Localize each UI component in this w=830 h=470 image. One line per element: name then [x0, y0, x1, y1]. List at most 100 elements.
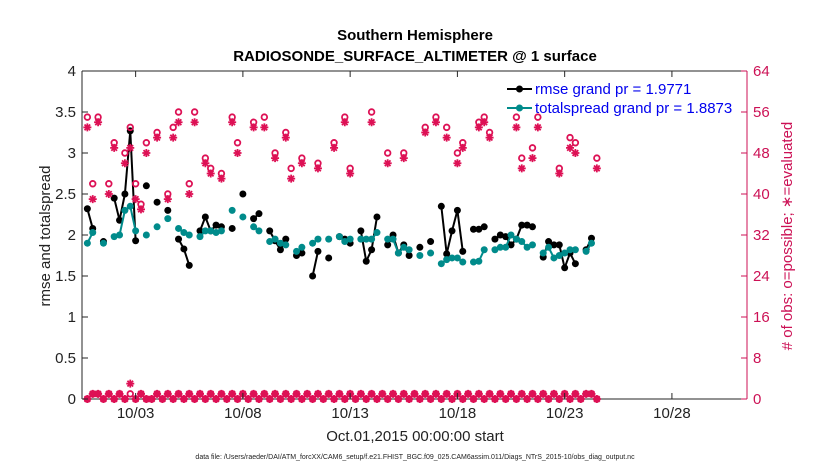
rmse-point [502, 233, 510, 241]
obs-possible-point [566, 133, 574, 142]
obs-evaluated-point [206, 169, 215, 178]
obs-evaluated-zero-row--point [292, 389, 301, 398]
obs-evaluated-zero-row--point [212, 395, 221, 403]
totalspread-point [496, 243, 504, 251]
obs-possible-point [131, 180, 140, 188]
obs-evaluated-zero-row--point [576, 395, 585, 403]
rmse-point [212, 221, 220, 229]
y2-tick-label: 16 [753, 309, 770, 326]
totalspread-point [228, 206, 236, 214]
obs-evaluated-zero-row--point [356, 389, 365, 398]
obs-evaluated-zero-row--point [474, 389, 483, 398]
rmse-point [357, 227, 365, 235]
rmse-point [239, 190, 247, 198]
totalspread-point [491, 246, 499, 254]
rmse-point [427, 238, 435, 246]
obs-evaluated-zero-row--point [94, 389, 103, 398]
rmse-point [276, 246, 284, 254]
obs-evaluated-zero-row--point [362, 395, 371, 403]
rmse-line-segment [118, 193, 126, 221]
obs-evaluated-zero-row--point [517, 389, 526, 398]
obs-evaluated-point [517, 164, 526, 173]
obs-evaluated-zero-row--point [276, 395, 285, 403]
y-axis-label: rmse and totalspread [37, 166, 54, 307]
totalspread-point [99, 239, 107, 247]
y-tick-label: 0.5 [55, 350, 76, 367]
obs-evaluated-zero-row--point [587, 389, 596, 398]
obs-evaluated-zero-row--point [147, 395, 156, 403]
legend-spread-marker [516, 104, 523, 112]
rmse-point [523, 221, 531, 229]
totalspread-point [480, 246, 488, 254]
rmse-point [528, 223, 536, 231]
totalspread-point [255, 227, 263, 235]
obs-evaluated-point [453, 159, 462, 168]
obs-evaluated-point [458, 143, 467, 152]
obs-evaluated-zero-row--point [179, 395, 188, 403]
obs-evaluated-zero-row--point [421, 389, 430, 398]
obs-evaluated-point [136, 205, 145, 214]
obs-evaluated-zero-row--point [372, 395, 381, 403]
rmse-point [545, 238, 553, 246]
rmse-point [507, 241, 515, 249]
chart-title: Southern Hemisphere [337, 27, 493, 44]
rmse-point [491, 235, 499, 243]
obs-evaluated-zero-row--point [533, 395, 542, 403]
rmse-point [185, 261, 193, 269]
totalspread-point [475, 257, 483, 265]
obs-evaluated-zero-row--point [351, 395, 360, 403]
totalspread-point [121, 206, 129, 214]
obs-evaluated-zero-row--point [120, 395, 129, 403]
rmse-line-segment [456, 210, 464, 252]
axes [81, 70, 748, 400]
y-tick-label: 0 [68, 391, 76, 408]
obs-possible-point [142, 139, 151, 147]
rmse-point [325, 254, 333, 262]
obs-evaluated-zero-row--point [571, 389, 580, 398]
obs-evaluated-point [528, 154, 537, 163]
obs-evaluated-zero-row--point [271, 389, 280, 398]
obs-evaluated-zero-row--point [265, 395, 274, 403]
rmse-line-segment [440, 206, 448, 254]
obs-evaluated-zero-row--point [303, 389, 312, 398]
obs-evaluated-zero-row--point [217, 389, 226, 398]
obs-evaluated-zero-row--point [555, 395, 564, 403]
totalspread-point [282, 241, 290, 249]
obs-evaluated-zero-row--point [104, 389, 113, 398]
obs-possible-point [512, 113, 521, 121]
rmse-point [309, 272, 317, 280]
totalspread-point [250, 223, 258, 231]
marks [83, 108, 601, 403]
totalspread-point [110, 233, 118, 241]
obs-evaluated-point [88, 195, 97, 204]
obs-evaluated-zero-row--point [539, 389, 548, 398]
obs-evaluated-zero-row--point [512, 395, 521, 403]
obs-evaluated-zero-row--point [480, 395, 489, 403]
obs-evaluated-point [297, 159, 306, 168]
totalspread-point [175, 224, 183, 232]
totalspread-point [427, 249, 435, 257]
obs-evaluated-zero-row--point [195, 389, 204, 398]
obs-evaluated-point [104, 190, 113, 198]
obs-evaluated-zero-row--point [99, 395, 108, 403]
obs-evaluated-point [233, 149, 242, 157]
rmse-point [368, 246, 376, 254]
y-tick-label: 1.5 [55, 268, 76, 285]
rmse-point [132, 237, 140, 245]
totalspread-point [528, 241, 536, 249]
obs-evaluated-point [431, 118, 440, 127]
obs-evaluated-point [228, 118, 237, 127]
totalspread-point [314, 235, 322, 243]
rmse-point [555, 241, 563, 249]
y2-tick-label: 40 [753, 186, 770, 203]
obs-evaluated-point [174, 118, 183, 127]
obs-evaluated-zero-row--point [174, 389, 183, 398]
obs-possible-point [185, 180, 193, 188]
y-tick-label: 1 [68, 309, 76, 326]
rmse-point [453, 206, 461, 214]
obs-evaluated-zero-row--point [437, 395, 446, 403]
obs-evaluated-point [421, 128, 430, 137]
obs-evaluated-zero-row--point [126, 379, 135, 388]
totalspread-point [196, 233, 204, 241]
obs-evaluated-zero-row--point [254, 395, 263, 403]
